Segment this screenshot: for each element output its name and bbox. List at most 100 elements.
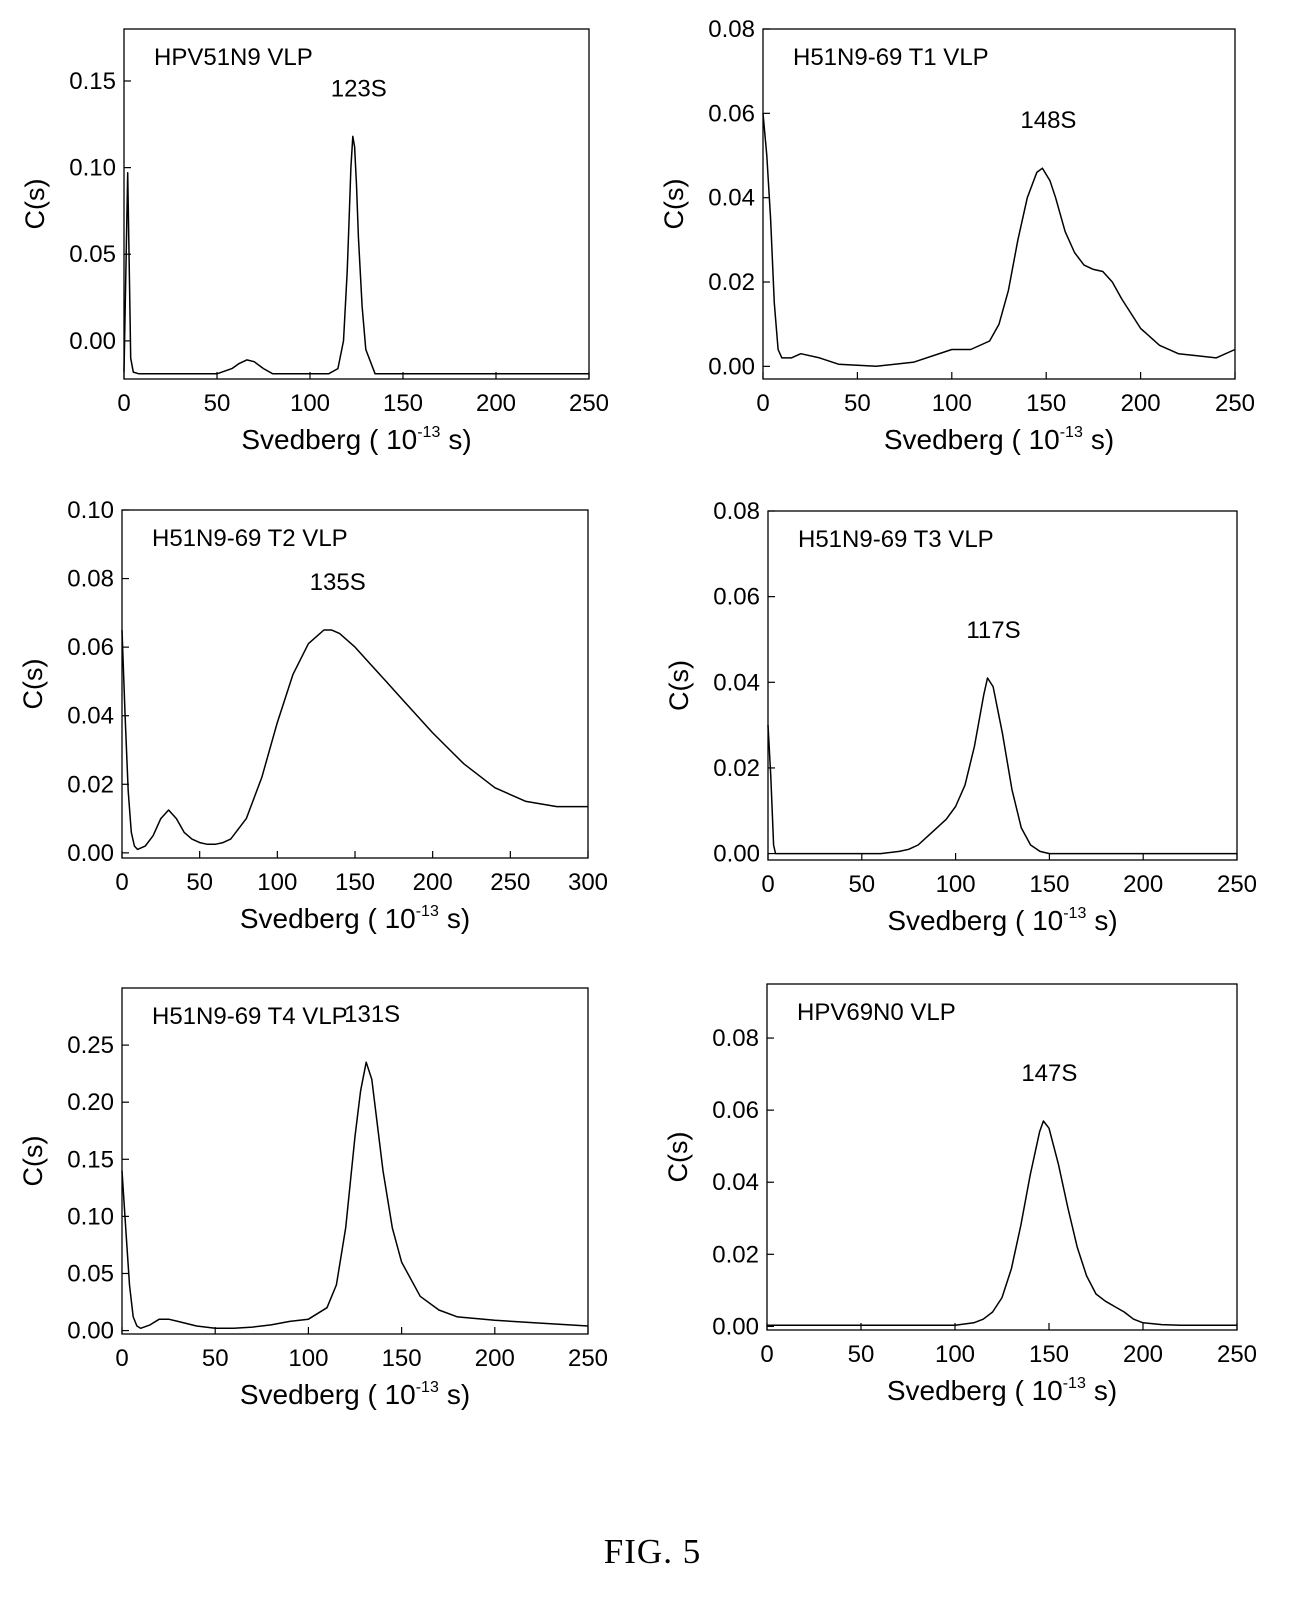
- x-axis-label-unit: s): [447, 1379, 470, 1410]
- peak-label: 117S: [966, 617, 1020, 644]
- x-tick-label: 0: [761, 871, 774, 898]
- x-tick-label: 50: [204, 390, 231, 417]
- chart-title: HPV69N0 VLP: [797, 999, 956, 1026]
- chart-panel-6: 0 50 100 150 200 250 0.00 0.02 0.04 0.06 0.08 HPV69…: [663, 983, 1257, 1406]
- plot-frame: [121, 987, 589, 1335]
- plot-frame: [121, 509, 589, 859]
- x-tick-label: 250: [1217, 1341, 1257, 1368]
- x-tick-label: 0: [115, 1345, 128, 1372]
- y-tick-label: 0.15: [69, 68, 116, 95]
- chart-panel-4: 0 50 100 150 200 250 0.00 0.02 0.04 0.06 0.08 H51N9…: [664, 498, 1257, 936]
- chart-title: H51N9-69 T3 VLP: [798, 526, 994, 553]
- y-tick-label: 0.00: [67, 840, 114, 867]
- y-tick-label: 0.02: [708, 269, 755, 296]
- x-tick-label: 300: [568, 869, 608, 896]
- plot-frame: [767, 510, 1238, 861]
- y-tick-label: 0.15: [67, 1146, 114, 1173]
- peak-label: 131S: [344, 1001, 400, 1028]
- x-axis-label-main: Svedberg ( 10: [884, 424, 1060, 455]
- y-tick-label: 0.20: [67, 1089, 114, 1116]
- x-axis-label-exponent: -13: [1060, 424, 1083, 441]
- y-tick-label: 0.00: [708, 353, 755, 380]
- x-tick-label: 50: [202, 1345, 229, 1372]
- x-tick-label: 0: [756, 390, 769, 417]
- chart-panel-2: 0 50 100 150 200 250 0.00 0.02 0.04 0.06 0.08 H51N9…: [659, 16, 1255, 455]
- data-series-line: [767, 677, 1237, 855]
- x-axis-label: Svedberg ( 10-13 s): [241, 424, 471, 455]
- x-tick-label: 100: [935, 1341, 975, 1368]
- x-axis-label-exponent: -13: [416, 1379, 439, 1396]
- chart-panel-1: 0 50 100 150 200 250 0.00 0.05 0.10 0.15 HPV51N9 V…: [20, 28, 609, 455]
- y-tick-label: 0.00: [67, 1318, 114, 1345]
- chart-title: H51N9-69 T1 VLP: [793, 44, 989, 71]
- x-tick-label: 100: [257, 869, 297, 896]
- y-tick-label: 0.04: [708, 185, 755, 212]
- y-tick-label: 0.02: [713, 755, 760, 782]
- x-tick-label: 50: [186, 869, 213, 896]
- x-tick-label: 50: [848, 1341, 875, 1368]
- data-series-line: [762, 113, 1236, 368]
- x-tick-label: 150: [383, 390, 423, 417]
- x-axis-label-main: Svedberg ( 10: [240, 903, 416, 934]
- x-tick-label: 50: [848, 871, 875, 898]
- x-axis-label-exponent: -13: [1063, 905, 1086, 922]
- y-tick-label: 0.05: [69, 241, 116, 268]
- y-tick-label: 0.08: [712, 1025, 759, 1052]
- x-axis-label-unit: s): [1094, 905, 1117, 936]
- data-series-line: [123, 135, 589, 375]
- y-tick-label: 0.02: [712, 1241, 759, 1268]
- y-tick-label: 0.06: [713, 584, 760, 611]
- x-tick-label: 200: [1123, 1341, 1163, 1368]
- peak-label: 135S: [310, 569, 366, 596]
- y-tick-label: 0.00: [713, 841, 760, 868]
- x-tick-label: 0: [115, 869, 128, 896]
- x-axis-label: Svedberg ( 10-13 s): [884, 424, 1114, 455]
- x-tick-label: 250: [490, 869, 530, 896]
- y-axis-label: C(s): [18, 659, 48, 710]
- y-axis-label: C(s): [659, 179, 689, 230]
- y-tick-label: 0.08: [67, 566, 114, 593]
- y-tick-label: 0.08: [713, 498, 760, 525]
- y-tick-label: 0.00: [69, 328, 116, 355]
- y-tick-label: 0.25: [67, 1032, 114, 1059]
- y-axis-label: C(s): [663, 1132, 693, 1183]
- chart-title: HPV51N9 VLP: [154, 44, 313, 71]
- x-tick-label: 100: [288, 1345, 328, 1372]
- x-tick-label: 150: [1029, 871, 1069, 898]
- x-axis-label-exponent: -13: [1063, 1375, 1086, 1392]
- x-tick-label: 50: [844, 390, 871, 417]
- x-axis-label-unit: s): [1091, 424, 1114, 455]
- y-tick-label: 0.10: [67, 497, 114, 524]
- chart-panel-3: 0 50 100 150 200 250 300 0.00 0.02 0.04 0.06 0.08 0.…: [18, 497, 608, 934]
- y-axis-label: C(s): [18, 1136, 48, 1187]
- x-tick-label: 250: [1217, 871, 1257, 898]
- y-axis-label: C(s): [664, 660, 694, 711]
- x-tick-label: 250: [569, 390, 609, 417]
- x-tick-label: 150: [1026, 390, 1066, 417]
- y-tick-label: 0.08: [708, 16, 755, 43]
- x-axis-label-unit: s): [1094, 1375, 1117, 1406]
- y-tick-label: 0.04: [67, 703, 114, 730]
- x-tick-label: 250: [1215, 390, 1255, 417]
- x-tick-label: 150: [382, 1345, 422, 1372]
- x-tick-label: 150: [1029, 1341, 1069, 1368]
- y-tick-label: 0.10: [67, 1203, 114, 1230]
- plot-frame: [123, 28, 590, 380]
- y-tick-label: 0.00: [712, 1313, 759, 1340]
- y-tick-label: 0.04: [712, 1169, 759, 1196]
- x-axis-label-exponent: -13: [417, 424, 440, 441]
- plot-frame: [762, 28, 1236, 380]
- peak-label: 123S: [331, 75, 387, 102]
- peak-label: 147S: [1021, 1060, 1077, 1087]
- x-axis-label-main: Svedberg ( 10: [241, 424, 417, 455]
- x-axis-label: Svedberg ( 10-13 s): [240, 903, 470, 934]
- chart-title: H51N9-69 T4 VLP: [152, 1003, 348, 1030]
- data-series-line: [121, 629, 588, 851]
- data-series-line: [121, 1061, 589, 1330]
- x-tick-label: 200: [1123, 871, 1163, 898]
- y-tick-label: 0.04: [713, 669, 760, 696]
- x-axis-label-main: Svedberg ( 10: [887, 905, 1063, 936]
- x-axis-label-main: Svedberg ( 10: [887, 1375, 1063, 1406]
- x-tick-label: 100: [290, 390, 330, 417]
- y-tick-label: 0.10: [69, 155, 116, 182]
